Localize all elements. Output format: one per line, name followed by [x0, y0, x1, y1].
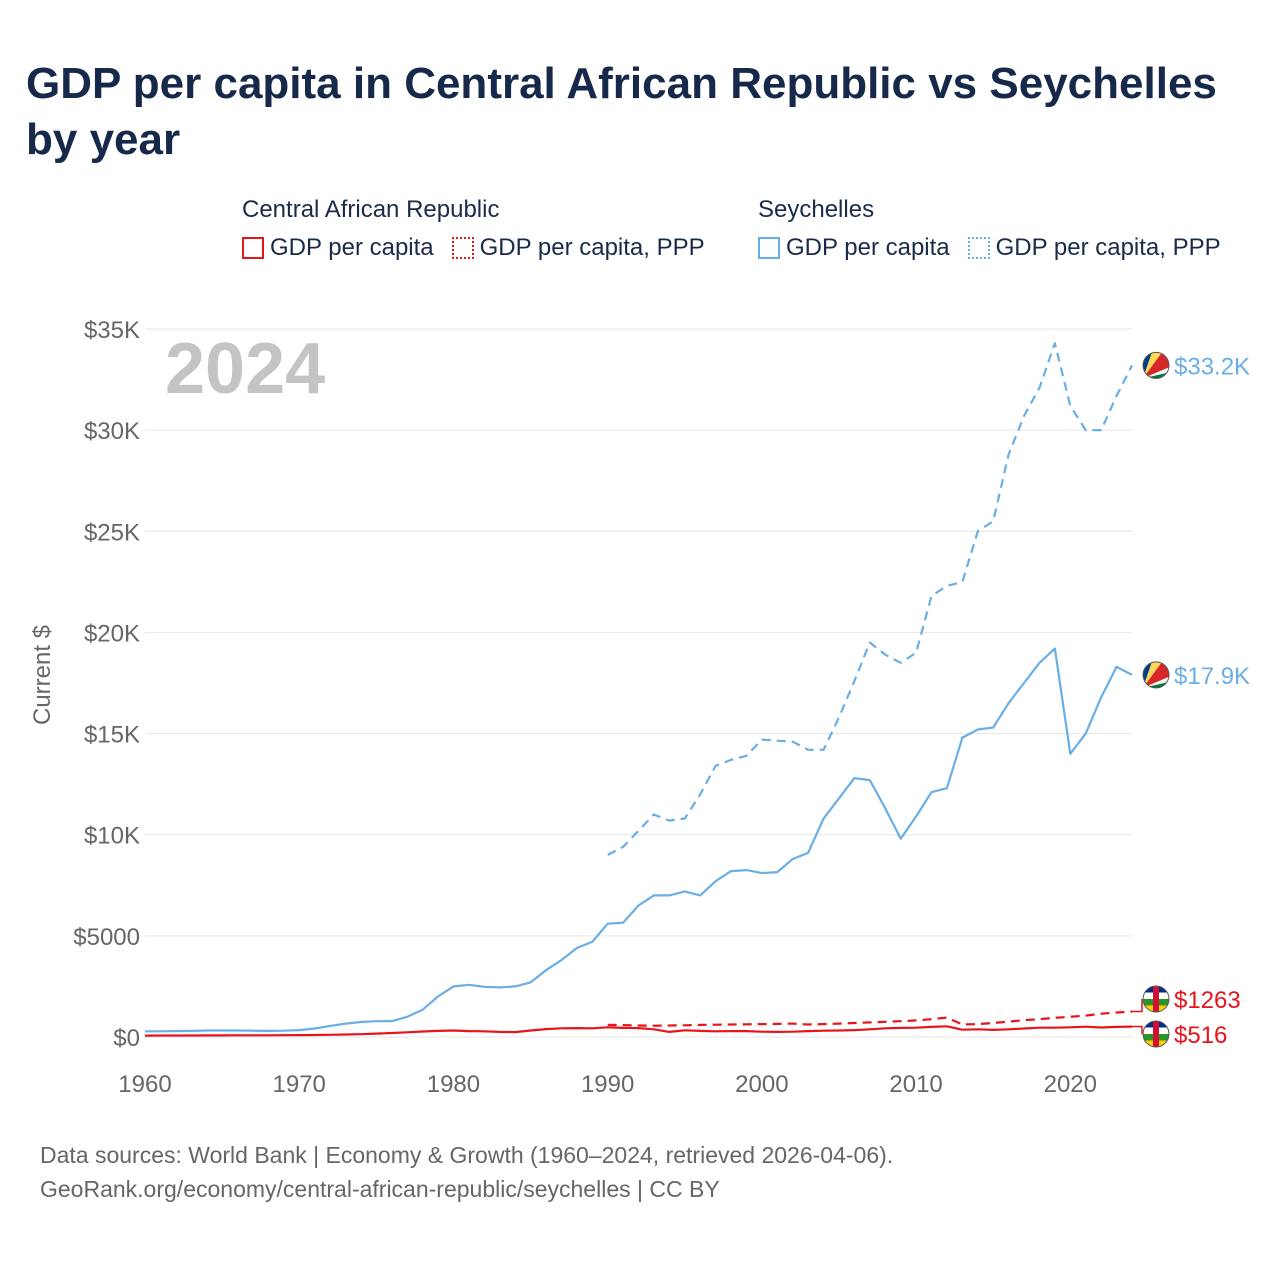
- flag-central-african-republic: [1143, 986, 1169, 1012]
- x-tick-label: 2000: [735, 1071, 788, 1098]
- series-line-2: [607, 1010, 1133, 1027]
- flag-stripe: [1143, 999, 1169, 1006]
- x-tick-label: 2020: [1044, 1071, 1097, 1098]
- flag-blue-ray: [1143, 352, 1152, 379]
- flag-border: [1142, 351, 1170, 379]
- y-tick-label: $15K: [84, 722, 140, 749]
- series-line-0: [607, 342, 1133, 856]
- flag-stripe: [1143, 1034, 1169, 1041]
- end-marker-2: $1263: [1132, 985, 1241, 1014]
- flag-central-african-republic: [1143, 1021, 1169, 1047]
- legend-item-car-gdp-ppp[interactable]: GDP per capita, PPP: [451, 234, 705, 262]
- end-value-label: $33.2K: [1174, 353, 1250, 380]
- legend-swatch-dotted: [451, 237, 474, 259]
- x-tick-label: 1990: [581, 1071, 634, 1098]
- flag-yellow-ray: [1143, 661, 1162, 688]
- legend-group-label: Seychelles: [758, 196, 875, 223]
- x-tick-label: 1980: [427, 1071, 480, 1098]
- flag-border: [1142, 1020, 1170, 1048]
- y-tick-label: $0: [113, 1025, 140, 1052]
- legend-swatch-dotted: [967, 237, 990, 259]
- footer: Data sources: World Bank | Economy & Gro…: [40, 1138, 893, 1206]
- source-url-text: GeoRank.org/economy/central-african-repu…: [40, 1176, 720, 1202]
- end-marker-1: $17.9K: [1142, 661, 1250, 690]
- legend-item-car-gdp[interactable]: GDP per capita: [242, 234, 434, 262]
- flag-red-ray: [1143, 352, 1169, 379]
- flag-background: [1143, 661, 1169, 688]
- series-line-3: [144, 1025, 1133, 1037]
- flag-stripe: [1143, 1040, 1169, 1047]
- flag-white-ray: [1143, 676, 1169, 688]
- flag-stripe: [1143, 1005, 1169, 1012]
- legend-item-syc-gdp[interactable]: GDP per capita: [758, 234, 950, 262]
- x-tick-label: 1960: [118, 1071, 171, 1098]
- legend-group-label: Central African Republic: [242, 196, 500, 223]
- flag-stripe: [1143, 1027, 1169, 1034]
- flag-blue-ray: [1143, 661, 1152, 688]
- y-tick-label: $25K: [84, 519, 140, 546]
- end-value-label: $516: [1174, 1022, 1227, 1049]
- y-tick-label: $5000: [73, 924, 140, 951]
- flag-seychelles: [1143, 352, 1169, 379]
- connector-line: [1132, 1025, 1143, 1034]
- legend-item-label: GDP per capita, PPP: [995, 234, 1221, 261]
- flag-red-band: [1153, 986, 1159, 1012]
- flag-green-ray: [1143, 372, 1169, 379]
- flag-green-ray: [1143, 681, 1169, 688]
- year-watermark: 2024: [165, 329, 325, 409]
- y-tick-label: $20K: [84, 620, 140, 647]
- end-marker-0: $33.2K: [1142, 351, 1250, 380]
- end-value-label: $1263: [1174, 987, 1241, 1014]
- legend-swatch-solid: [758, 237, 780, 259]
- legend-group-central-african-republic: Central African Republic GDP per capita …: [242, 194, 705, 262]
- flag-stripe: [1143, 992, 1169, 999]
- flag-border: [1142, 661, 1170, 689]
- y-tick-label: $10K: [84, 823, 140, 850]
- flag-background: [1143, 352, 1169, 379]
- flag-stripe: [1143, 1021, 1169, 1028]
- legend-item-syc-gdp-ppp[interactable]: GDP per capita, PPP: [967, 234, 1221, 262]
- series-line-1: [145, 647, 1133, 1033]
- flag-yellow-ray: [1143, 352, 1162, 379]
- y-tick-label: $35K: [84, 317, 140, 344]
- x-tick-label: 1970: [273, 1071, 326, 1098]
- end-marker-3: $516: [1132, 1020, 1227, 1049]
- y-tick-label: $30K: [84, 418, 140, 445]
- x-tick-label: 2010: [889, 1071, 942, 1098]
- legend-item-label: GDP per capita: [270, 234, 434, 261]
- legend-item-label: GDP per capita: [786, 234, 950, 261]
- flag-white-ray: [1143, 367, 1169, 379]
- connector-line: [1132, 999, 1143, 1013]
- y-axis-title: Current $: [29, 625, 56, 725]
- flag-seychelles: [1143, 661, 1169, 688]
- end-value-label: $17.9K: [1174, 663, 1250, 690]
- flag-border: [1142, 985, 1170, 1013]
- chart-title: GDP per capita in Central African Republ…: [26, 59, 1217, 164]
- legend-swatch-solid: [242, 237, 264, 259]
- legend-group-seychelles: Seychelles GDP per capita GDP per capita…: [758, 194, 1221, 262]
- flag-stripe: [1143, 986, 1169, 993]
- legend-item-label: GDP per capita, PPP: [479, 234, 705, 261]
- data-sources-text: Data sources: World Bank | Economy & Gro…: [40, 1142, 894, 1168]
- flag-red-ray: [1143, 661, 1169, 688]
- flag-red-band: [1153, 1021, 1159, 1047]
